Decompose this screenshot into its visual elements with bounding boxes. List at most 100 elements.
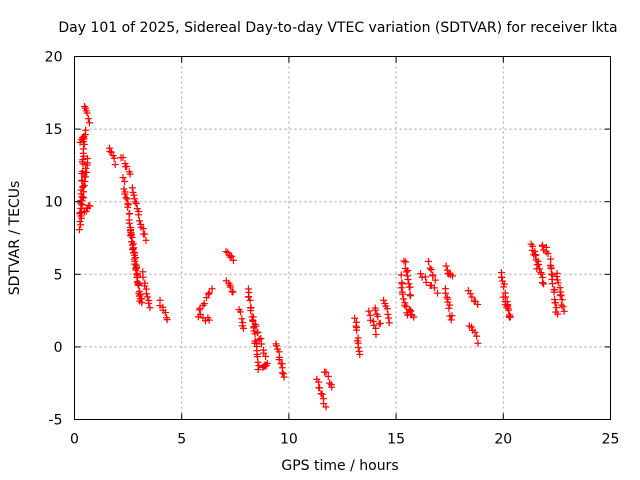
data-point <box>135 281 143 289</box>
data-point <box>399 295 407 303</box>
data-point <box>81 103 89 111</box>
data-point <box>430 284 438 292</box>
data-point <box>208 285 216 293</box>
data-point <box>401 301 409 309</box>
data-point <box>81 173 89 181</box>
data-point <box>549 280 557 288</box>
data-point <box>356 350 364 358</box>
data-point <box>556 291 564 299</box>
data-point <box>444 298 452 306</box>
data-point <box>83 168 91 176</box>
data-point <box>161 309 169 317</box>
data-point <box>107 148 115 156</box>
data-point <box>79 156 87 164</box>
plot-frame <box>74 56 611 420</box>
data-point <box>85 119 93 127</box>
data-point <box>128 184 136 192</box>
data-point <box>82 164 90 172</box>
data-point <box>255 362 263 370</box>
data-point <box>132 265 140 273</box>
data-point <box>229 288 237 296</box>
data-point <box>384 310 392 318</box>
data-point <box>240 324 248 332</box>
data-point <box>226 283 234 291</box>
data-point <box>79 145 87 153</box>
data-point <box>145 299 153 307</box>
data-point <box>536 265 544 273</box>
data-point <box>163 316 171 324</box>
data-point <box>324 372 332 380</box>
data-point <box>262 352 270 360</box>
data-point <box>130 191 138 199</box>
data-point <box>245 293 253 301</box>
data-point <box>226 253 234 261</box>
data-point <box>431 276 439 284</box>
data-point <box>132 200 140 208</box>
data-point <box>222 248 230 256</box>
chart-title: Day 101 of 2025, Sidereal Day-to-day VTE… <box>58 20 617 36</box>
data-point <box>506 313 514 321</box>
data-point <box>238 315 246 323</box>
data-point <box>236 308 244 316</box>
y-tick-label: 10 <box>45 195 63 211</box>
data-point <box>139 273 147 281</box>
data-point <box>372 324 380 332</box>
data-point <box>445 304 453 312</box>
data-point <box>351 314 359 322</box>
data-point <box>416 270 424 278</box>
data-point <box>141 230 149 238</box>
data-point <box>121 190 129 198</box>
data-point <box>499 293 507 301</box>
data-point <box>131 195 139 203</box>
data-point <box>427 266 435 274</box>
data-point <box>474 339 482 347</box>
data-point <box>540 280 548 288</box>
data-point <box>80 181 88 189</box>
grid-lines <box>74 56 611 420</box>
data-point <box>380 296 388 304</box>
data-point <box>204 290 212 298</box>
data-point <box>127 232 135 240</box>
data-points <box>75 103 568 411</box>
data-point <box>119 153 127 161</box>
data-point <box>142 236 150 244</box>
data-point <box>123 195 131 203</box>
data-point <box>119 174 127 182</box>
data-point <box>78 201 86 209</box>
data-point <box>498 273 506 281</box>
data-point <box>83 155 91 163</box>
data-point <box>156 302 164 310</box>
data-point <box>365 307 373 315</box>
data-point <box>83 109 91 117</box>
data-point <box>403 268 411 276</box>
x-tick-label: 10 <box>280 432 298 448</box>
data-point <box>560 307 568 315</box>
data-point <box>422 278 430 286</box>
data-point <box>424 257 432 265</box>
data-point <box>322 403 330 411</box>
data-point <box>468 293 476 301</box>
data-point <box>503 303 511 311</box>
axis-ticks <box>74 56 611 420</box>
data-point <box>200 300 208 308</box>
data-point <box>474 300 482 308</box>
data-point <box>426 264 434 272</box>
data-point <box>446 301 454 309</box>
data-point <box>254 329 262 337</box>
data-point <box>228 287 236 295</box>
data-point <box>397 271 405 279</box>
data-point <box>556 284 564 292</box>
data-point <box>142 290 150 298</box>
data-point <box>75 226 83 234</box>
data-point <box>547 255 555 263</box>
data-point <box>539 241 547 249</box>
data-point <box>554 279 562 287</box>
data-point <box>403 272 411 280</box>
data-point <box>126 210 134 218</box>
data-point <box>80 135 88 143</box>
data-point <box>558 296 566 304</box>
data-point <box>263 359 271 367</box>
data-point <box>531 247 539 255</box>
x-tick-label: 20 <box>494 432 512 448</box>
data-point <box>398 280 406 288</box>
